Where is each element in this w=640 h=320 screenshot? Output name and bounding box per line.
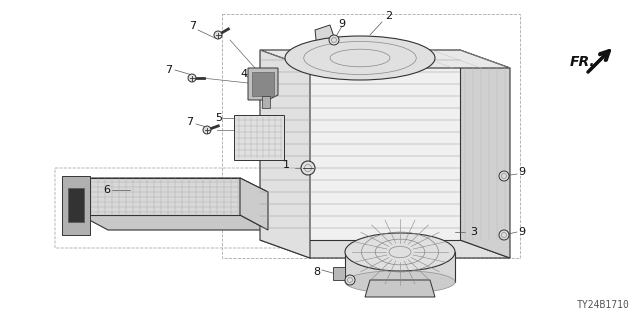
Text: 9: 9 bbox=[338, 19, 345, 29]
Ellipse shape bbox=[345, 271, 455, 293]
Polygon shape bbox=[62, 176, 90, 235]
Polygon shape bbox=[80, 178, 268, 192]
Polygon shape bbox=[365, 280, 435, 297]
Circle shape bbox=[499, 171, 509, 181]
Text: 1: 1 bbox=[283, 160, 290, 170]
Circle shape bbox=[188, 74, 196, 82]
Text: 5: 5 bbox=[215, 113, 222, 123]
Ellipse shape bbox=[345, 233, 455, 271]
Text: 9: 9 bbox=[518, 227, 525, 237]
Polygon shape bbox=[68, 188, 84, 222]
Polygon shape bbox=[260, 240, 510, 258]
Text: 7: 7 bbox=[189, 21, 196, 31]
Text: 6: 6 bbox=[103, 185, 110, 195]
Polygon shape bbox=[260, 50, 510, 68]
Polygon shape bbox=[333, 267, 345, 280]
Text: 3: 3 bbox=[470, 227, 477, 237]
Circle shape bbox=[203, 126, 211, 134]
Polygon shape bbox=[260, 50, 310, 258]
Polygon shape bbox=[252, 72, 274, 96]
Circle shape bbox=[345, 275, 355, 285]
Polygon shape bbox=[240, 178, 268, 230]
Circle shape bbox=[499, 230, 509, 240]
Text: 7: 7 bbox=[186, 117, 193, 127]
Circle shape bbox=[329, 35, 339, 45]
FancyArrowPatch shape bbox=[590, 52, 608, 70]
Polygon shape bbox=[234, 115, 284, 160]
Polygon shape bbox=[260, 50, 460, 240]
Text: FR.: FR. bbox=[570, 55, 596, 69]
Text: 7: 7 bbox=[165, 65, 172, 75]
Polygon shape bbox=[80, 215, 268, 230]
Text: 2: 2 bbox=[385, 11, 392, 21]
Polygon shape bbox=[310, 25, 340, 68]
Text: 8: 8 bbox=[313, 267, 320, 277]
Polygon shape bbox=[460, 50, 510, 258]
Text: 4: 4 bbox=[240, 69, 247, 79]
Polygon shape bbox=[262, 96, 270, 108]
Circle shape bbox=[301, 161, 315, 175]
Polygon shape bbox=[345, 252, 455, 282]
Circle shape bbox=[214, 31, 222, 39]
Ellipse shape bbox=[285, 36, 435, 80]
Text: TY24B1710: TY24B1710 bbox=[577, 300, 630, 310]
Text: 9: 9 bbox=[518, 167, 525, 177]
Polygon shape bbox=[248, 68, 278, 100]
Polygon shape bbox=[80, 178, 240, 215]
